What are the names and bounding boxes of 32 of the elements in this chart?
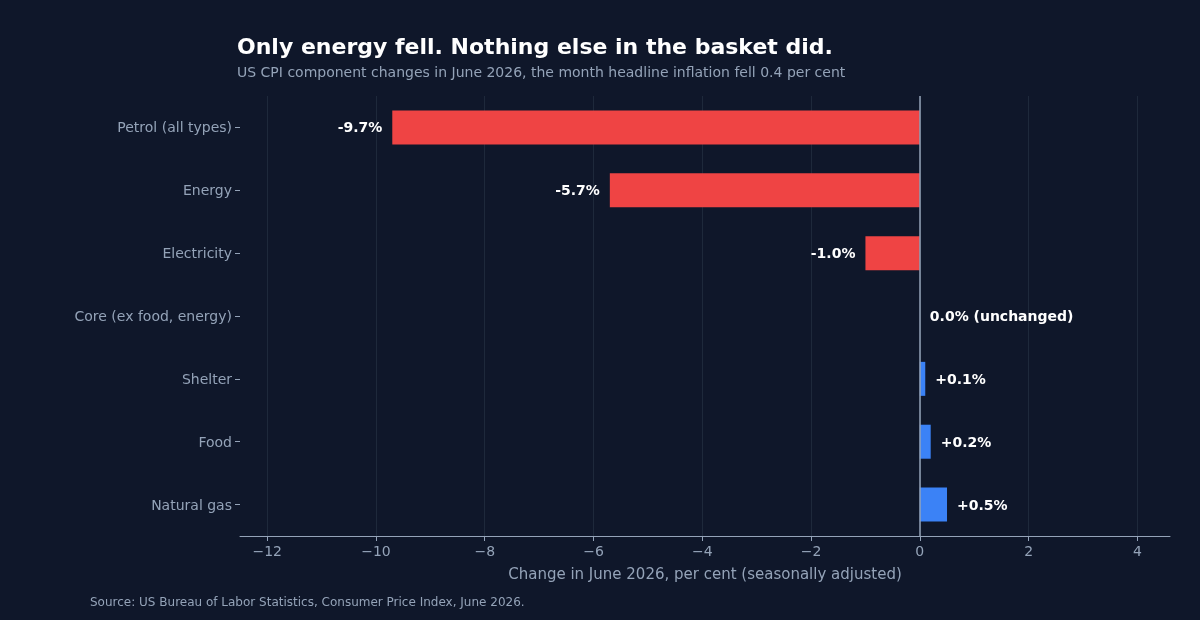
y-tick-label: Natural gas bbox=[151, 496, 232, 513]
y-tick-label: Energy bbox=[182, 182, 232, 199]
y-tick-label: Shelter bbox=[181, 370, 233, 387]
x-tick-label: −8 bbox=[474, 543, 496, 559]
x-tick-label: −10 bbox=[361, 543, 391, 559]
data-label: +0.1% bbox=[935, 370, 986, 387]
y-tick-label: Food bbox=[198, 433, 232, 450]
bar bbox=[392, 110, 920, 145]
bar bbox=[865, 236, 920, 271]
y-tick-label: Electricity bbox=[162, 245, 232, 262]
data-label: +0.2% bbox=[940, 433, 992, 450]
y-tick-label: Petrol (all types) bbox=[117, 119, 232, 136]
x-tick-label: 4 bbox=[1132, 543, 1142, 559]
x-tick-label: −6 bbox=[583, 543, 604, 559]
y-tick-label: Core (ex food, energy) bbox=[74, 308, 232, 324]
data-label: -9.7% bbox=[337, 119, 383, 136]
chart-title: Only energy fell. Nothing else in the basket did. bbox=[237, 33, 833, 59]
bar bbox=[919, 487, 948, 522]
x-tick-label: −2 bbox=[800, 543, 822, 559]
data-label: -5.7% bbox=[555, 182, 600, 199]
x-tick-label: −12 bbox=[252, 543, 282, 559]
bar bbox=[609, 173, 920, 208]
bar bbox=[919, 424, 931, 459]
x-axis-title: Change in June 2026, per cent (seasonally adjusted) bbox=[508, 564, 902, 583]
chart-subtitle: US CPI component changes in June 2026, the month headline inflation fell 0.4 per cent bbox=[237, 64, 846, 80]
x-tick-label: −4 bbox=[691, 543, 713, 559]
data-label: -1.0% bbox=[810, 245, 856, 262]
x-tick-label: 2 bbox=[1024, 543, 1034, 559]
source-note: Source: US Bureau of Labor Statistics, Consumer Price Index, June 2026. bbox=[90, 595, 525, 609]
x-tick-label: 0 bbox=[915, 543, 925, 559]
data-label: 0.0% (unchanged) bbox=[929, 308, 1074, 324]
data-label: +0.5% bbox=[957, 496, 1008, 513]
